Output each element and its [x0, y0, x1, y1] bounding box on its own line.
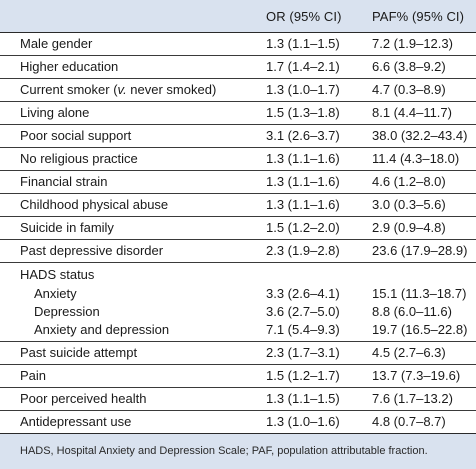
table-row-group-hads: HADS status Anxiety 3.3 (2.6–4.1) 15.1 (… [0, 263, 476, 342]
paf-value: 13.7 (7.3–19.6) [372, 368, 461, 383]
row-label: Anxiety [34, 286, 77, 301]
group-label: HADS status [20, 267, 95, 282]
table-row: Past depressive disorder 2.3 (1.9–2.8) 2… [0, 240, 476, 263]
row-label: Living alone [20, 105, 90, 120]
column-header-paf: PAF% (95% CI) [372, 9, 465, 24]
column-header-or: OR (95% CI) [266, 9, 342, 24]
or-value: 1.5 (1.2–2.0) [266, 220, 340, 235]
paf-value: 15.1 (11.3–18.7) [372, 286, 467, 301]
row-label: Financial strain [20, 174, 108, 189]
or-value: 1.5 (1.3–1.8) [266, 105, 340, 120]
table-row: Past suicide attempt 2.3 (1.7–3.1) 4.5 (… [0, 342, 476, 365]
paf-value: 38.0 (32.2–43.4) [372, 128, 468, 143]
row-label: Anxiety and depression [34, 322, 170, 337]
table-body: Male gender 1.3 (1.1–1.5) 7.2 (1.9–12.3)… [0, 32, 476, 434]
or-value: 2.3 (1.9–2.8) [266, 243, 340, 258]
row-label: No religious practice [20, 151, 138, 166]
table-row: Poor perceived health 1.3 (1.1–1.5) 7.6 … [0, 388, 476, 411]
or-value: 2.3 (1.7–3.1) [266, 345, 340, 360]
table-row: Living alone 1.5 (1.3–1.8) 8.1 (4.4–11.7… [0, 102, 476, 125]
table-row: Male gender 1.3 (1.1–1.5) 7.2 (1.9–12.3) [0, 33, 476, 56]
paf-value: 4.6 (1.2–8.0) [372, 174, 446, 189]
or-value: 7.1 (5.4–9.3) [266, 322, 340, 337]
paf-value: 4.5 (2.7–6.3) [372, 345, 446, 360]
row-label: Past suicide attempt [20, 345, 138, 360]
or-value: 1.5 (1.2–1.7) [266, 368, 340, 383]
footnote-text: HADS, Hospital Anxiety and Depression Sc… [20, 445, 428, 457]
paf-value: 11.4 (4.3–18.0) [372, 151, 460, 166]
row-label: Depression [34, 304, 100, 319]
or-value: 3.6 (2.7–5.0) [266, 304, 340, 319]
or-value: 1.3 (1.0–1.6) [266, 414, 340, 429]
or-value: 3.3 (2.6–4.1) [266, 286, 340, 301]
table-row: Suicide in family 1.5 (1.2–2.0) 2.9 (0.9… [0, 217, 476, 240]
paf-value: 7.2 (1.9–12.3) [372, 36, 453, 51]
or-value: 1.7 (1.4–2.1) [266, 59, 340, 74]
table-row: Poor social support 3.1 (2.6–3.7) 38.0 (… [0, 125, 476, 148]
table-header: OR (95% CI) PAF% (95% CI) [0, 0, 476, 32]
table-row: No religious practice 1.3 (1.1–1.6) 11.4… [0, 148, 476, 171]
row-label: Suicide in family [20, 220, 114, 235]
row-label: Pain [20, 368, 47, 383]
or-value: 3.1 (2.6–3.7) [266, 128, 340, 143]
row-label: Past depressive disorder [20, 243, 164, 258]
paf-value: 19.7 (16.5–22.8) [372, 322, 468, 337]
paf-value: 2.9 (0.9–4.8) [372, 220, 446, 235]
row-label: Male gender [20, 36, 93, 51]
row-label: Poor social support [20, 128, 132, 143]
table-row: Current smoker (v. never smoked) 1.3 (1.… [0, 79, 476, 102]
paf-value: 8.1 (4.4–11.7) [372, 105, 452, 120]
paf-value: 6.6 (3.8–9.2) [372, 59, 446, 74]
table-row: Pain 1.5 (1.2–1.7) 13.7 (7.3–19.6) [0, 365, 476, 388]
table-row: Antidepressant use 1.3 (1.0–1.6) 4.8 (0.… [0, 411, 476, 433]
or-value: 1.3 (1.1–1.5) [266, 36, 340, 51]
paf-value: 23.6 (17.9–28.9) [372, 243, 468, 258]
or-value: 1.3 (1.0–1.7) [266, 82, 340, 97]
table-footnote: HADS, Hospital Anxiety and Depression Sc… [0, 434, 476, 469]
row-label: Higher education [20, 59, 119, 74]
or-value: 1.3 (1.1–1.6) [266, 197, 340, 212]
paf-value: 8.8 (6.0–11.6) [372, 304, 452, 319]
paf-value: 4.7 (0.3–8.9) [372, 82, 446, 97]
row-label: Poor perceived health [20, 391, 147, 406]
paf-value: 7.6 (1.7–13.2) [372, 391, 453, 406]
row-label: Antidepressant use [20, 414, 132, 429]
paf-value: 3.0 (0.3–5.6) [372, 197, 446, 212]
row-label: Current smoker (v. never smoked) [20, 82, 217, 97]
paf-value: 4.8 (0.7–8.7) [372, 414, 446, 429]
row-label: Childhood physical abuse [20, 197, 169, 212]
or-value: 1.3 (1.1–1.5) [266, 391, 340, 406]
table-row: Higher education 1.7 (1.4–2.1) 6.6 (3.8–… [0, 56, 476, 79]
table-row: Childhood physical abuse 1.3 (1.1–1.6) 3… [0, 194, 476, 217]
or-value: 1.3 (1.1–1.6) [266, 151, 340, 166]
table-row: Financial strain 1.3 (1.1–1.6) 4.6 (1.2–… [0, 171, 476, 194]
or-value: 1.3 (1.1–1.6) [266, 174, 340, 189]
